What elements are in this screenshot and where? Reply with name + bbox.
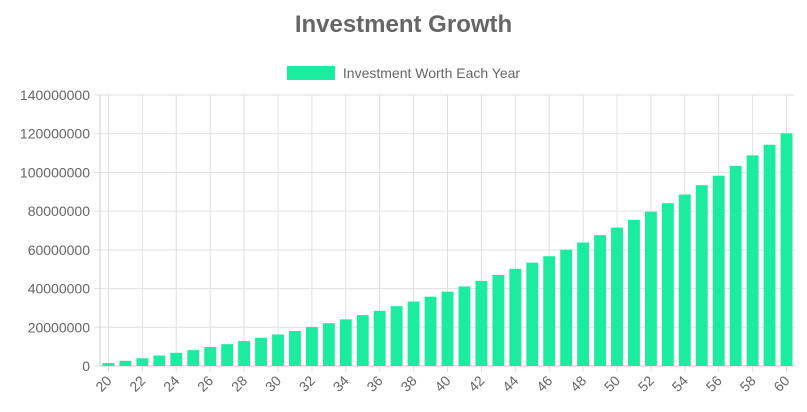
x-tick-label: 46 — [533, 372, 555, 394]
x-tick-label: 54 — [669, 372, 691, 394]
x-tick-label: 48 — [567, 372, 589, 394]
bar-23 — [153, 355, 166, 366]
x-tick-label: 38 — [397, 372, 419, 394]
bar-51 — [628, 219, 640, 366]
y-tick-label: 0 — [82, 358, 90, 374]
x-tick-label: 44 — [499, 372, 521, 394]
bar-22 — [136, 358, 149, 366]
x-tick-label: 40 — [431, 372, 453, 394]
bar-27 — [221, 344, 234, 366]
x-tick-label: 42 — [465, 372, 487, 394]
bar-44 — [509, 268, 522, 366]
bar-35 — [356, 315, 369, 366]
bar-26 — [204, 347, 217, 366]
bar-37 — [390, 306, 403, 366]
bar-24 — [170, 352, 183, 366]
bar-49 — [594, 235, 606, 366]
x-tick-label: 32 — [296, 372, 318, 394]
y-tick-label: 20000000 — [28, 319, 91, 335]
bar-48 — [577, 242, 590, 366]
bar-34 — [339, 319, 352, 366]
bar-39 — [424, 296, 437, 366]
bar-21 — [119, 360, 132, 366]
x-tick-label: 28 — [228, 372, 250, 394]
legend[interactable]: Investment Worth Each Year — [0, 64, 807, 82]
y-tick-label: 120000000 — [20, 126, 90, 142]
bar-50 — [611, 227, 623, 366]
x-tick-label: 36 — [363, 372, 385, 394]
bar-52 — [644, 211, 657, 366]
y-tick-label: 40000000 — [28, 281, 91, 297]
x-tick-label: 58 — [736, 372, 758, 394]
bar-55 — [695, 185, 708, 366]
bar-57 — [729, 165, 742, 366]
legend-label: Investment Worth Each Year — [342, 65, 521, 81]
y-tick-label: 100000000 — [20, 164, 90, 180]
bar-42 — [475, 280, 488, 366]
bar-31 — [289, 330, 301, 366]
y-tick-label: 60000000 — [28, 242, 91, 258]
x-tick-label: 30 — [262, 372, 284, 394]
bar-59 — [763, 144, 776, 366]
x-tick-label: 52 — [635, 372, 657, 394]
bar-41 — [458, 286, 471, 366]
bar-20 — [102, 363, 115, 366]
x-tick-label: 60 — [770, 372, 792, 394]
bar-56 — [712, 175, 725, 366]
x-tick-label: 20 — [92, 372, 114, 394]
legend-swatch — [286, 66, 335, 80]
bar-60 — [780, 133, 793, 366]
bar-47 — [560, 249, 573, 366]
bar-29 — [255, 337, 267, 366]
x-tick-label: 22 — [126, 372, 148, 394]
bar-58 — [746, 155, 759, 366]
x-tick-label: 26 — [194, 372, 216, 394]
x-tick-label: 24 — [160, 372, 182, 394]
bar-40 — [441, 291, 454, 366]
chart-title: Investment Growth — [294, 11, 513, 38]
bar-46 — [543, 256, 556, 366]
bar-25 — [187, 350, 200, 366]
x-tick-label: 34 — [330, 372, 352, 394]
bar-30 — [272, 334, 284, 366]
y-tick-label: 140000000 — [20, 87, 90, 103]
bar-54 — [678, 194, 691, 366]
bar-36 — [373, 310, 386, 366]
bar-32 — [305, 327, 318, 366]
bar-28 — [238, 341, 251, 366]
bar-53 — [661, 203, 674, 366]
bar-45 — [526, 262, 539, 366]
bar-43 — [492, 275, 505, 366]
bar-33 — [322, 323, 335, 366]
x-tick-label: 50 — [601, 372, 623, 394]
bar-38 — [407, 301, 420, 366]
x-tick-label: 56 — [703, 372, 725, 394]
y-tick-label: 80000000 — [28, 203, 91, 219]
